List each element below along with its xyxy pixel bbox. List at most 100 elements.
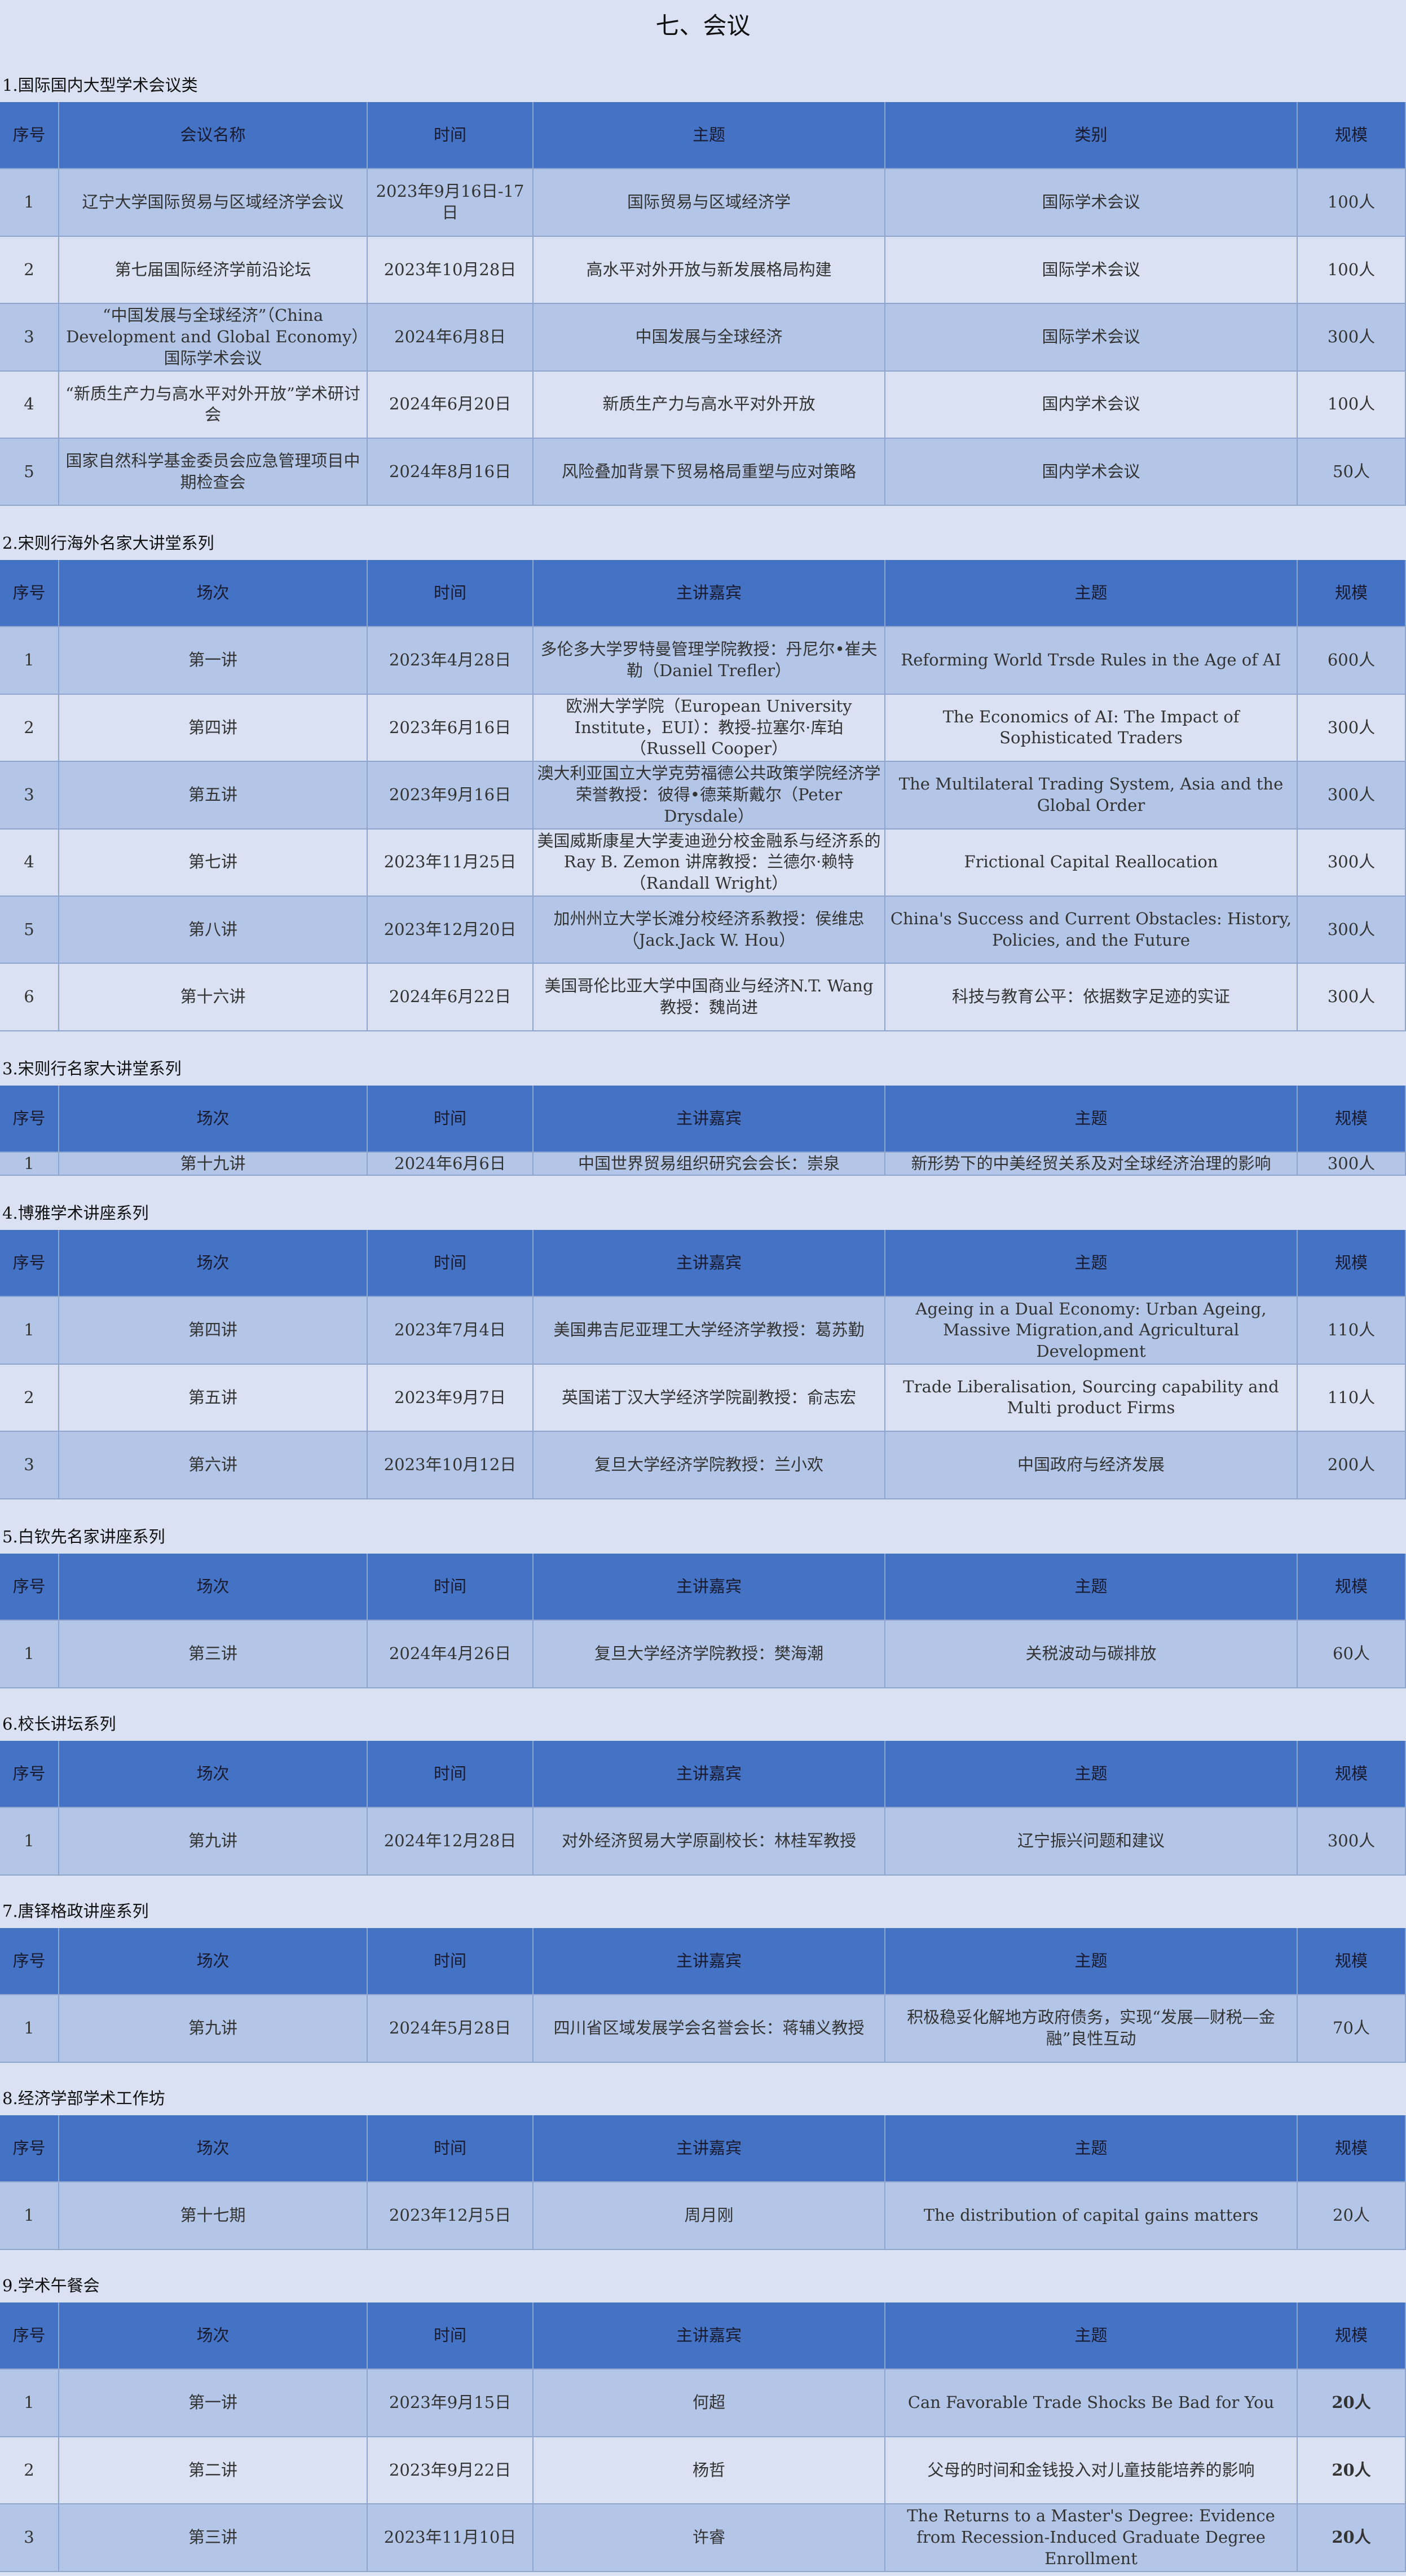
header-cell: 时间 (368, 1928, 534, 1996)
table-cell: 第四讲 (59, 1297, 368, 1365)
table-cell: 复旦大学经济学院教授：樊海潮 (534, 1621, 885, 1688)
section-title: 9.学术午餐会 (2, 2276, 100, 2295)
table-cell: 2024年6月6日 (368, 1153, 534, 1176)
table-cell: 第十七期 (59, 2182, 368, 2250)
table-cell: 1 (0, 169, 59, 237)
table-cell: 2024年4月26日 (368, 1621, 534, 1688)
header-cell: 时间 (368, 2115, 534, 2183)
header-cell: 主题 (885, 1928, 1298, 1996)
table-cell: 积极稳妥化解地方政府债务，实现“发展—财税—金融”良性互动 (885, 1995, 1298, 2063)
header-cell: 场次 (59, 560, 368, 628)
table-cell: 2023年9月22日 (368, 2437, 534, 2505)
table-cell: 关税波动与碳排放 (885, 1621, 1298, 1688)
table-cell: 复旦大学经济学院教授：兰小欢 (534, 1432, 885, 1499)
table-cell: 1 (0, 1808, 59, 1876)
table-cell: 1 (0, 627, 59, 695)
table-cell: 6 (0, 964, 59, 1031)
table-cell: 国内学术会议 (885, 371, 1298, 439)
table-cell: 对外经济贸易大学原副校长：林桂军教授 (534, 1808, 885, 1876)
table-cell: 英国诺丁汉大学经济学院副教授：俞志宏 (534, 1364, 885, 1432)
table-cell: 风险叠加背景下贸易格局重塑与应对策略 (534, 439, 885, 506)
table-cell: 2023年10月28日 (368, 236, 534, 305)
table-cell: 许睿 (534, 2504, 885, 2572)
header-cell: 规模 (1298, 102, 1406, 170)
table-cell: 2023年11月10日 (368, 2504, 534, 2572)
table-cell: 1 (0, 1621, 59, 1688)
header-cell: 主讲嘉宾 (534, 1741, 885, 1809)
header-cell: 序号 (0, 102, 59, 170)
table-cell: Ageing in a Dual Economy: Urban Ageing, … (885, 1297, 1298, 1365)
header-cell: 主讲嘉宾 (534, 560, 885, 628)
section-title: 2.宋则行海外名家大讲堂系列 (2, 533, 214, 553)
table-cell: 美国弗吉尼亚理工大学经济学教授：葛苏勤 (534, 1297, 885, 1365)
header-cell: 序号 (0, 1086, 59, 1153)
table-cell: 2 (0, 2437, 59, 2505)
table-cell: 2023年6月16日 (368, 694, 534, 762)
header-cell: 场次 (59, 1554, 368, 1621)
table-cell: 20人 (1298, 2504, 1406, 2572)
table-cell: 100人 (1298, 169, 1406, 237)
table-cell: 四川省区域发展学会名誉会长：蒋辅义教授 (534, 1995, 885, 2063)
table-cell: 美国哥伦比亚大学中国商业与经济N.T. Wang教授：魏尚进 (534, 964, 885, 1031)
table-cell: 5 (0, 439, 59, 506)
table-cell: 第八讲 (59, 897, 368, 964)
table-cell: 110人 (1298, 1364, 1406, 1432)
header-cell: 主讲嘉宾 (534, 2302, 885, 2370)
table-cell: 2023年12月5日 (368, 2182, 534, 2250)
header-cell: 时间 (368, 560, 534, 628)
header-cell: 主题 (885, 1086, 1298, 1153)
table-cell: 加州州立大学长滩分校经济系教授：侯维忠（Jack.Jack W. Hou） (534, 897, 885, 964)
table-cell: 辽宁振兴问题和建议 (885, 1808, 1298, 1876)
header-cell: 主讲嘉宾 (534, 1230, 885, 1298)
table-cell: 2 (0, 236, 59, 305)
table-cell: “中国发展与全球经济”（China Development and Global… (59, 304, 368, 372)
header-cell: 场次 (59, 1741, 368, 1809)
header-cell: 时间 (368, 2302, 534, 2370)
header-cell: 序号 (0, 2302, 59, 2370)
table-cell: 2023年4月28日 (368, 627, 534, 695)
table-cell: “新质生产力与高水平对外开放”学术研讨会 (59, 371, 368, 439)
header-cell: 序号 (0, 560, 59, 628)
table-cell: 澳大利亚国立大学克劳福德公共政策学院经济学荣誉教授：彼得•德莱斯戴尔（Peter… (534, 762, 885, 830)
table-cell: 中国发展与全球经济 (534, 304, 885, 372)
table-cell: 2024年5月28日 (368, 1995, 534, 2063)
table-cell: 第四讲 (59, 694, 368, 762)
table-cell: 国际学术会议 (885, 236, 1298, 305)
table-cell: 国际贸易与区域经济学 (534, 169, 885, 237)
table-cell: 2023年9月15日 (368, 2370, 534, 2437)
table-cell: 300人 (1298, 762, 1406, 830)
table-cell: 第十六讲 (59, 964, 368, 1031)
table-cell: 2024年6月8日 (368, 304, 534, 372)
header-cell: 主题 (885, 560, 1298, 628)
table-cell: 何超 (534, 2370, 885, 2437)
table-cell: 3 (0, 1432, 59, 1499)
table-cell: 国际学术会议 (885, 304, 1298, 372)
header-cell: 主讲嘉宾 (534, 1086, 885, 1153)
table-cell: 20人 (1298, 2437, 1406, 2505)
table-cell: 300人 (1298, 964, 1406, 1031)
table-cell: 100人 (1298, 236, 1406, 305)
table-cell: 2024年6月22日 (368, 964, 534, 1031)
table-cell: 2023年9月16日 (368, 762, 534, 830)
header-cell: 时间 (368, 1086, 534, 1153)
table-cell: Frictional Capital Reallocation (885, 829, 1298, 897)
table-cell: 2 (0, 694, 59, 762)
header-cell: 主题 (885, 1741, 1298, 1809)
table-cell: 杨哲 (534, 2437, 885, 2505)
table-cell: 中国政府与经济发展 (885, 1432, 1298, 1499)
header-cell: 主题 (885, 1230, 1298, 1298)
header-cell: 序号 (0, 1928, 59, 1996)
table-cell: 第二讲 (59, 2437, 368, 2505)
table-cell: 300人 (1298, 1153, 1406, 1176)
table-cell: 高水平对外开放与新发展格局构建 (534, 236, 885, 305)
table-cell: 2023年9月16日-17日 (368, 169, 534, 237)
page-title: 七、会议 (655, 12, 751, 39)
table-cell: Reforming World Trsde Rules in the Age o… (885, 627, 1298, 695)
table-cell: 第一讲 (59, 627, 368, 695)
table-cell: 300人 (1298, 694, 1406, 762)
header-cell: 规模 (1298, 2115, 1406, 2183)
section-title: 3.宋则行名家大讲堂系列 (2, 1059, 182, 1078)
header-cell: 规模 (1298, 2302, 1406, 2370)
header-cell: 场次 (59, 2302, 368, 2370)
